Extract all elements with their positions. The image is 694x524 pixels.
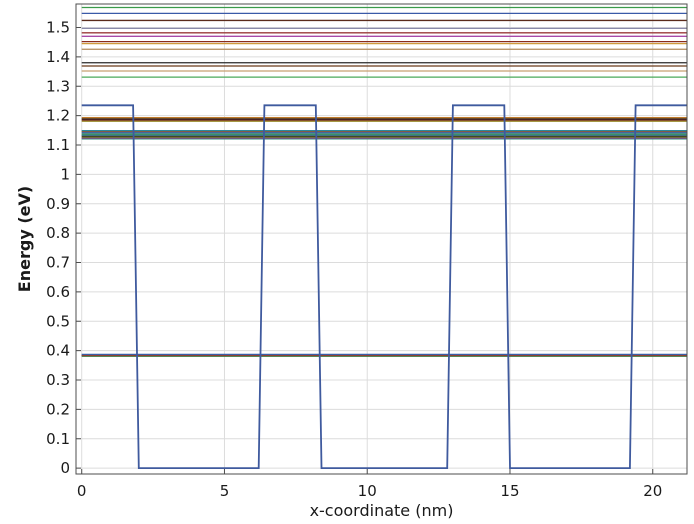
- y-tick-label: 1.2: [46, 107, 70, 125]
- y-tick-label: 1.1: [46, 136, 70, 154]
- x-tick-label: 5: [220, 482, 230, 500]
- y-axis: 0 0.1 0.2 0.3 0.4 0.5 0.6 0.7 0.8 0.9 1 1.1 1.2 1.3 1.…: [46, 19, 81, 477]
- x-tick-label: 20: [643, 482, 662, 500]
- y-tick-label: 0.1: [46, 430, 70, 448]
- y-tick-label: 1.4: [46, 48, 70, 66]
- y-tick-label: 0.3: [46, 371, 70, 389]
- grid: [76, 4, 687, 474]
- potential-profile: [81, 104, 687, 470]
- x-axis-label: x-coordinate (nm): [310, 501, 454, 520]
- x-axis: 0 5 10 15 20: [77, 469, 662, 500]
- x-tick-label: 0: [77, 482, 87, 500]
- y-tick-label: 0.6: [46, 283, 70, 301]
- y-tick-label: 1.5: [46, 19, 70, 37]
- y-tick-label: 1: [60, 165, 70, 183]
- y-tick-label: 0.7: [46, 254, 70, 272]
- y-tick-label: 0.5: [46, 312, 70, 330]
- x-tick-label: 10: [358, 482, 377, 500]
- y-tick-label: 0.4: [46, 342, 70, 360]
- y-tick-label: 0: [60, 459, 70, 477]
- y-tick-label: 0.2: [46, 400, 70, 418]
- y-axis-label: Energy (eV): [15, 186, 34, 292]
- y-tick-label: 0.8: [46, 224, 70, 242]
- x-tick-label: 15: [500, 482, 519, 500]
- potential-line: [81, 104, 687, 470]
- energy-levels: [81, 6, 687, 357]
- y-tick-label: 0.9: [46, 195, 70, 213]
- y-tick-label: 1.3: [46, 77, 70, 95]
- plot-frame: [75, 3, 688, 475]
